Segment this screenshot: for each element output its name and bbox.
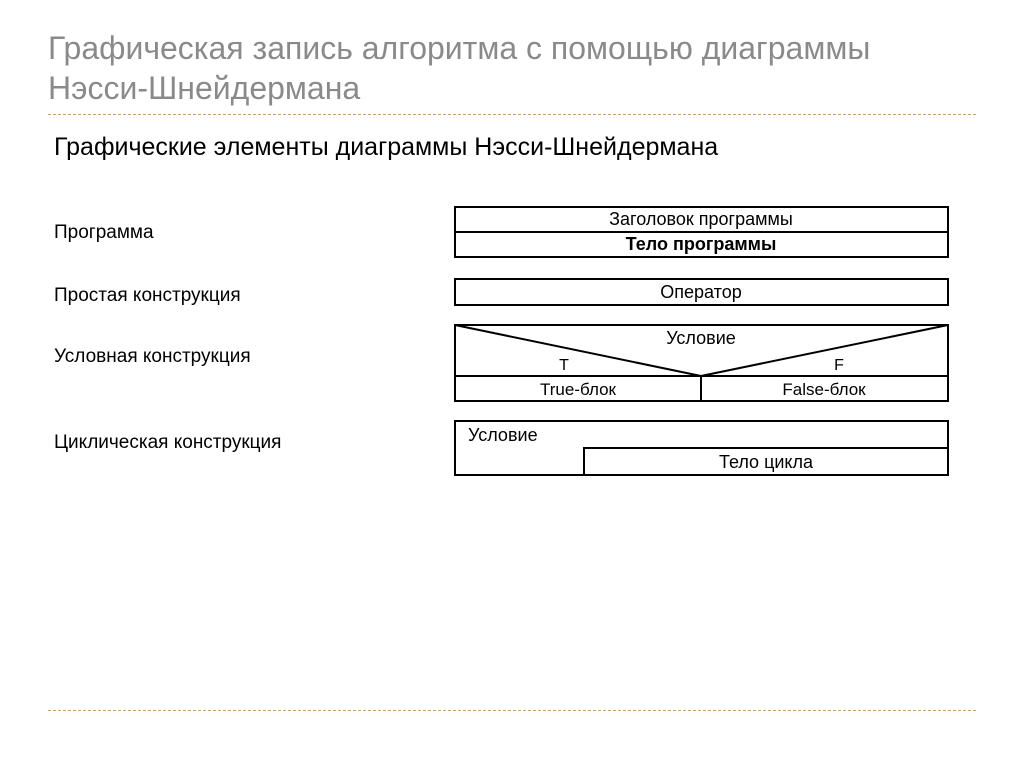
diagram-program: Заголовок программы Тело программы — [454, 206, 949, 258]
slide: Графическая запись алгоритма с помощью д… — [0, 0, 1024, 767]
program-body-text: Тело программы — [626, 234, 777, 254]
diagram-simple: Оператор — [454, 278, 949, 306]
cond-t-label: T — [559, 357, 569, 374]
title-rule — [48, 114, 976, 115]
content-grid: Программа Простая конструкция Условная к… — [54, 222, 976, 476]
diagram-conditional: Условие T F True-блок False-блок — [454, 324, 949, 402]
labels-column: Программа Простая конструкция Условная к… — [54, 222, 434, 455]
cond-f-label: F — [834, 357, 844, 374]
bottom-rule — [48, 710, 976, 711]
label-loop: Циклическая конструкция — [54, 432, 434, 455]
operator-text: Оператор — [660, 282, 741, 302]
false-block-text: False-блок — [782, 380, 866, 399]
loop-body-text: Тело цикла — [719, 452, 814, 472]
program-header-text: Заголовок программы — [609, 209, 793, 229]
label-conditional: Условная конструкция — [54, 346, 434, 369]
label-program: Программа — [54, 222, 434, 245]
diagrams-column: Заголовок программы Тело программы Опера… — [454, 222, 949, 476]
label-simple: Простая конструкция — [54, 285, 434, 308]
slide-subtitle: Графические элементы диаграммы Нэсси-Шне… — [54, 133, 976, 162]
true-block-text: True-блок — [540, 380, 617, 399]
diagram-loop: Условие Тело цикла — [454, 420, 949, 476]
condition-text: Условие — [666, 328, 736, 348]
loop-condition-text: Условие — [468, 425, 538, 445]
slide-title: Графическая запись алгоритма с помощью д… — [48, 28, 976, 108]
